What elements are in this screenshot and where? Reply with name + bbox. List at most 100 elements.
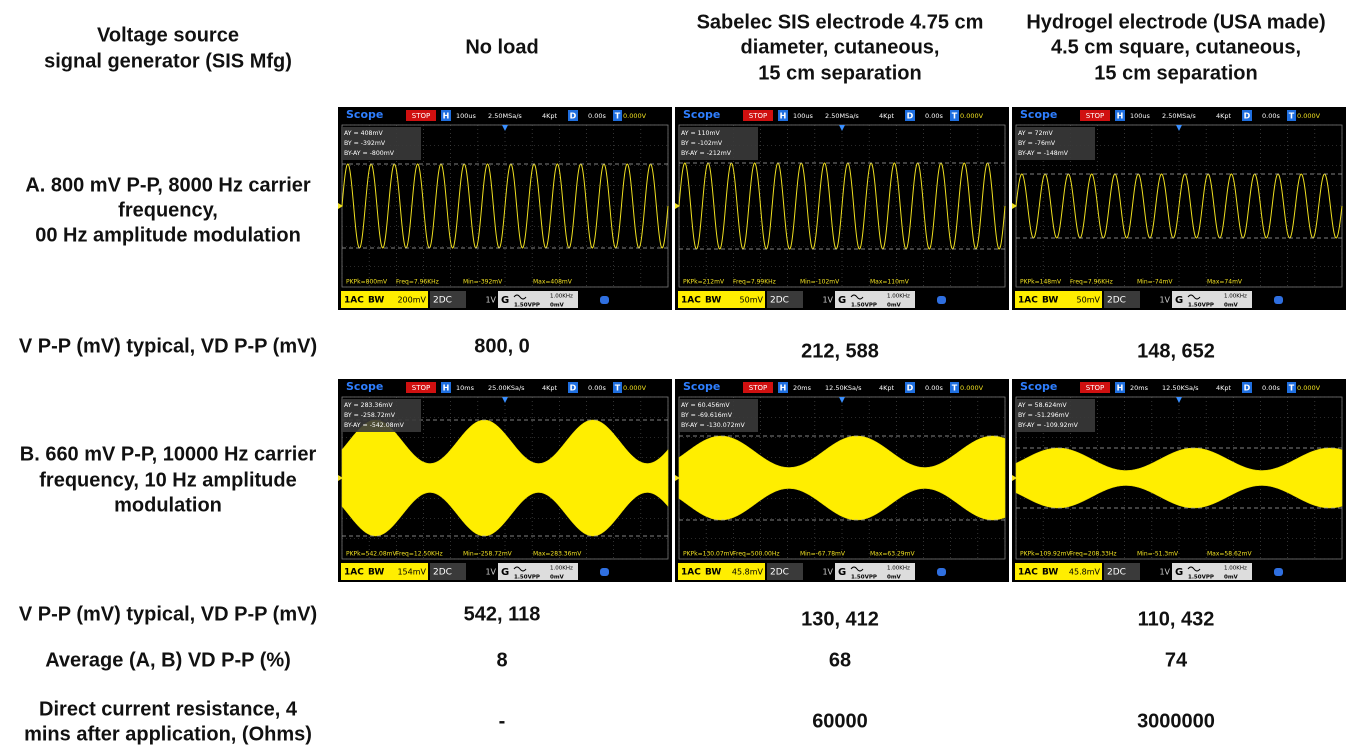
oscilloscope-screen: Scope STOP H 100us 2.50MSa/s 4Kpt D 0.00s T 0.000… bbox=[338, 107, 672, 310]
timebase: 10ms bbox=[456, 384, 475, 392]
measurement: PKPk=212mV bbox=[683, 279, 725, 286]
ch2-box bbox=[430, 563, 466, 580]
stop-box bbox=[406, 110, 436, 121]
waveform bbox=[1015, 173, 1343, 239]
delay: 0.00s bbox=[925, 112, 943, 120]
timebase: 100us bbox=[793, 112, 814, 120]
measurement: Min=-67.78mV bbox=[800, 551, 846, 558]
t-box bbox=[950, 110, 959, 121]
ch1-label: 1AC bbox=[344, 296, 364, 306]
d-label: D bbox=[1244, 112, 1251, 121]
trigger-level: 0.000V bbox=[960, 384, 984, 392]
gen-label: G bbox=[501, 295, 509, 306]
timebase: 100us bbox=[1130, 112, 1151, 120]
h-label: H bbox=[443, 384, 450, 393]
gen-wave-icon bbox=[850, 294, 864, 300]
measurement: PKPk=148mV bbox=[1020, 279, 1062, 286]
cursor-readout: BY = -69.616mV bbox=[681, 412, 733, 419]
ch2-label: 2DC bbox=[770, 568, 789, 578]
gen-freq: 1.00KHz bbox=[887, 566, 910, 572]
gen-amp: 1.50VPP bbox=[851, 303, 877, 309]
channel-marker bbox=[675, 203, 680, 209]
measurement: Freq=12.50KHz bbox=[396, 551, 443, 558]
ch1-label: 1AC bbox=[1018, 296, 1038, 306]
run-state: STOP bbox=[412, 112, 430, 120]
row-label: frequency, 10 Hz amplitude bbox=[39, 469, 297, 492]
gen-wave-icon bbox=[850, 566, 864, 572]
oscilloscope-screen: Scope STOP H 100us 2.50MSa/s 4Kpt D 0.00s T 0.000… bbox=[675, 107, 1009, 310]
measurement: Min=-51.3mV bbox=[1137, 551, 1179, 558]
delay: 0.00s bbox=[1262, 384, 1280, 392]
ch2-box bbox=[1104, 291, 1140, 308]
channel-marker bbox=[338, 475, 343, 481]
row-label: V P-P (mV) typical, VD P-P (mV) bbox=[18, 335, 318, 358]
row-label: V P-P (mV) typical, VD P-P (mV) bbox=[18, 603, 318, 626]
gen-offset: 0mV bbox=[550, 303, 565, 309]
ch2-label: 2DC bbox=[433, 568, 452, 578]
gen-label: G bbox=[1175, 295, 1183, 306]
cell-value: 3000000 bbox=[1137, 710, 1215, 733]
ch1-box bbox=[1015, 291, 1102, 308]
cursor-readout: BY-AY = -130.072mV bbox=[681, 422, 746, 429]
cursor-box bbox=[341, 127, 421, 160]
gen-wave-icon bbox=[1187, 294, 1201, 300]
scope-title: Scope bbox=[683, 380, 720, 393]
cursor-readout: BY-AY = -148mV bbox=[1018, 150, 1069, 157]
measurement: PKPk=130.07mV bbox=[683, 551, 735, 558]
h-box bbox=[441, 382, 451, 393]
measurement: Max=110mV bbox=[870, 279, 910, 286]
sample-rate: 2.50MSa/s bbox=[488, 112, 522, 120]
stop-box bbox=[743, 382, 773, 393]
h-box bbox=[1115, 110, 1125, 121]
stop-box bbox=[1080, 110, 1110, 121]
ch1-label: 1AC bbox=[681, 296, 701, 306]
run-state: STOP bbox=[1086, 112, 1104, 120]
d-label: D bbox=[570, 112, 577, 121]
gen-offset: 0mV bbox=[887, 575, 902, 581]
ch1-label: 1AC bbox=[1018, 568, 1038, 578]
cursor-readout: AY = 283.36mV bbox=[344, 402, 393, 409]
cursor-box bbox=[1015, 399, 1095, 432]
cell-value: 110, 432 bbox=[1137, 608, 1215, 631]
h-label: H bbox=[780, 112, 787, 121]
cell-value: 800, 0 bbox=[474, 335, 530, 358]
waveform bbox=[341, 419, 669, 537]
delay: 0.00s bbox=[588, 112, 606, 120]
gen-offset: 0mV bbox=[1224, 575, 1239, 581]
timebase: 20ms bbox=[1130, 384, 1149, 392]
stop-box bbox=[406, 382, 436, 393]
cursor-readout: BY = -76mV bbox=[1018, 140, 1056, 147]
ch2-scale: 1V bbox=[822, 296, 833, 305]
row-label: Direct current resistance, 4 bbox=[39, 698, 297, 721]
cursor-box bbox=[341, 399, 421, 432]
gen-wave-icon bbox=[513, 294, 527, 300]
cell-value: 130, 412 bbox=[801, 608, 879, 631]
gen-freq: 1.00KHz bbox=[550, 294, 573, 300]
gen-amp: 1.50VPP bbox=[514, 303, 540, 309]
h-box bbox=[441, 110, 451, 121]
gen-freq: 1.00KHz bbox=[1224, 566, 1247, 572]
ch1-label: 1AC bbox=[344, 568, 364, 578]
row-label: modulation bbox=[114, 494, 222, 517]
gen-amp: 1.50VPP bbox=[1188, 303, 1214, 309]
timebase: 100us bbox=[456, 112, 477, 120]
run-state: STOP bbox=[1086, 384, 1104, 392]
cursor-readout: AY = 72mV bbox=[1018, 130, 1054, 137]
column-header: signal generator (SIS Mfg) bbox=[44, 50, 292, 73]
gen-label: G bbox=[838, 567, 846, 578]
cursor-readout: BY = -258.72mV bbox=[344, 412, 396, 419]
usb-icon bbox=[937, 296, 946, 304]
h-label: H bbox=[443, 112, 450, 121]
usb-icon bbox=[1274, 296, 1283, 304]
sample-rate: 2.50MSa/s bbox=[1162, 112, 1196, 120]
cursor-readout: BY = -392mV bbox=[344, 140, 386, 147]
row-label: B. 660 mV P-P, 10000 Hz carrier bbox=[19, 443, 317, 466]
cell-value: 8 bbox=[496, 649, 508, 672]
trigger-level: 0.000V bbox=[960, 112, 984, 120]
waveform bbox=[341, 163, 669, 249]
d-box bbox=[905, 382, 915, 393]
memory-depth: 4Kpt bbox=[1216, 112, 1232, 120]
t-box bbox=[1287, 382, 1296, 393]
run-state: STOP bbox=[749, 384, 767, 392]
ch1-scale: 154mV bbox=[397, 568, 426, 577]
